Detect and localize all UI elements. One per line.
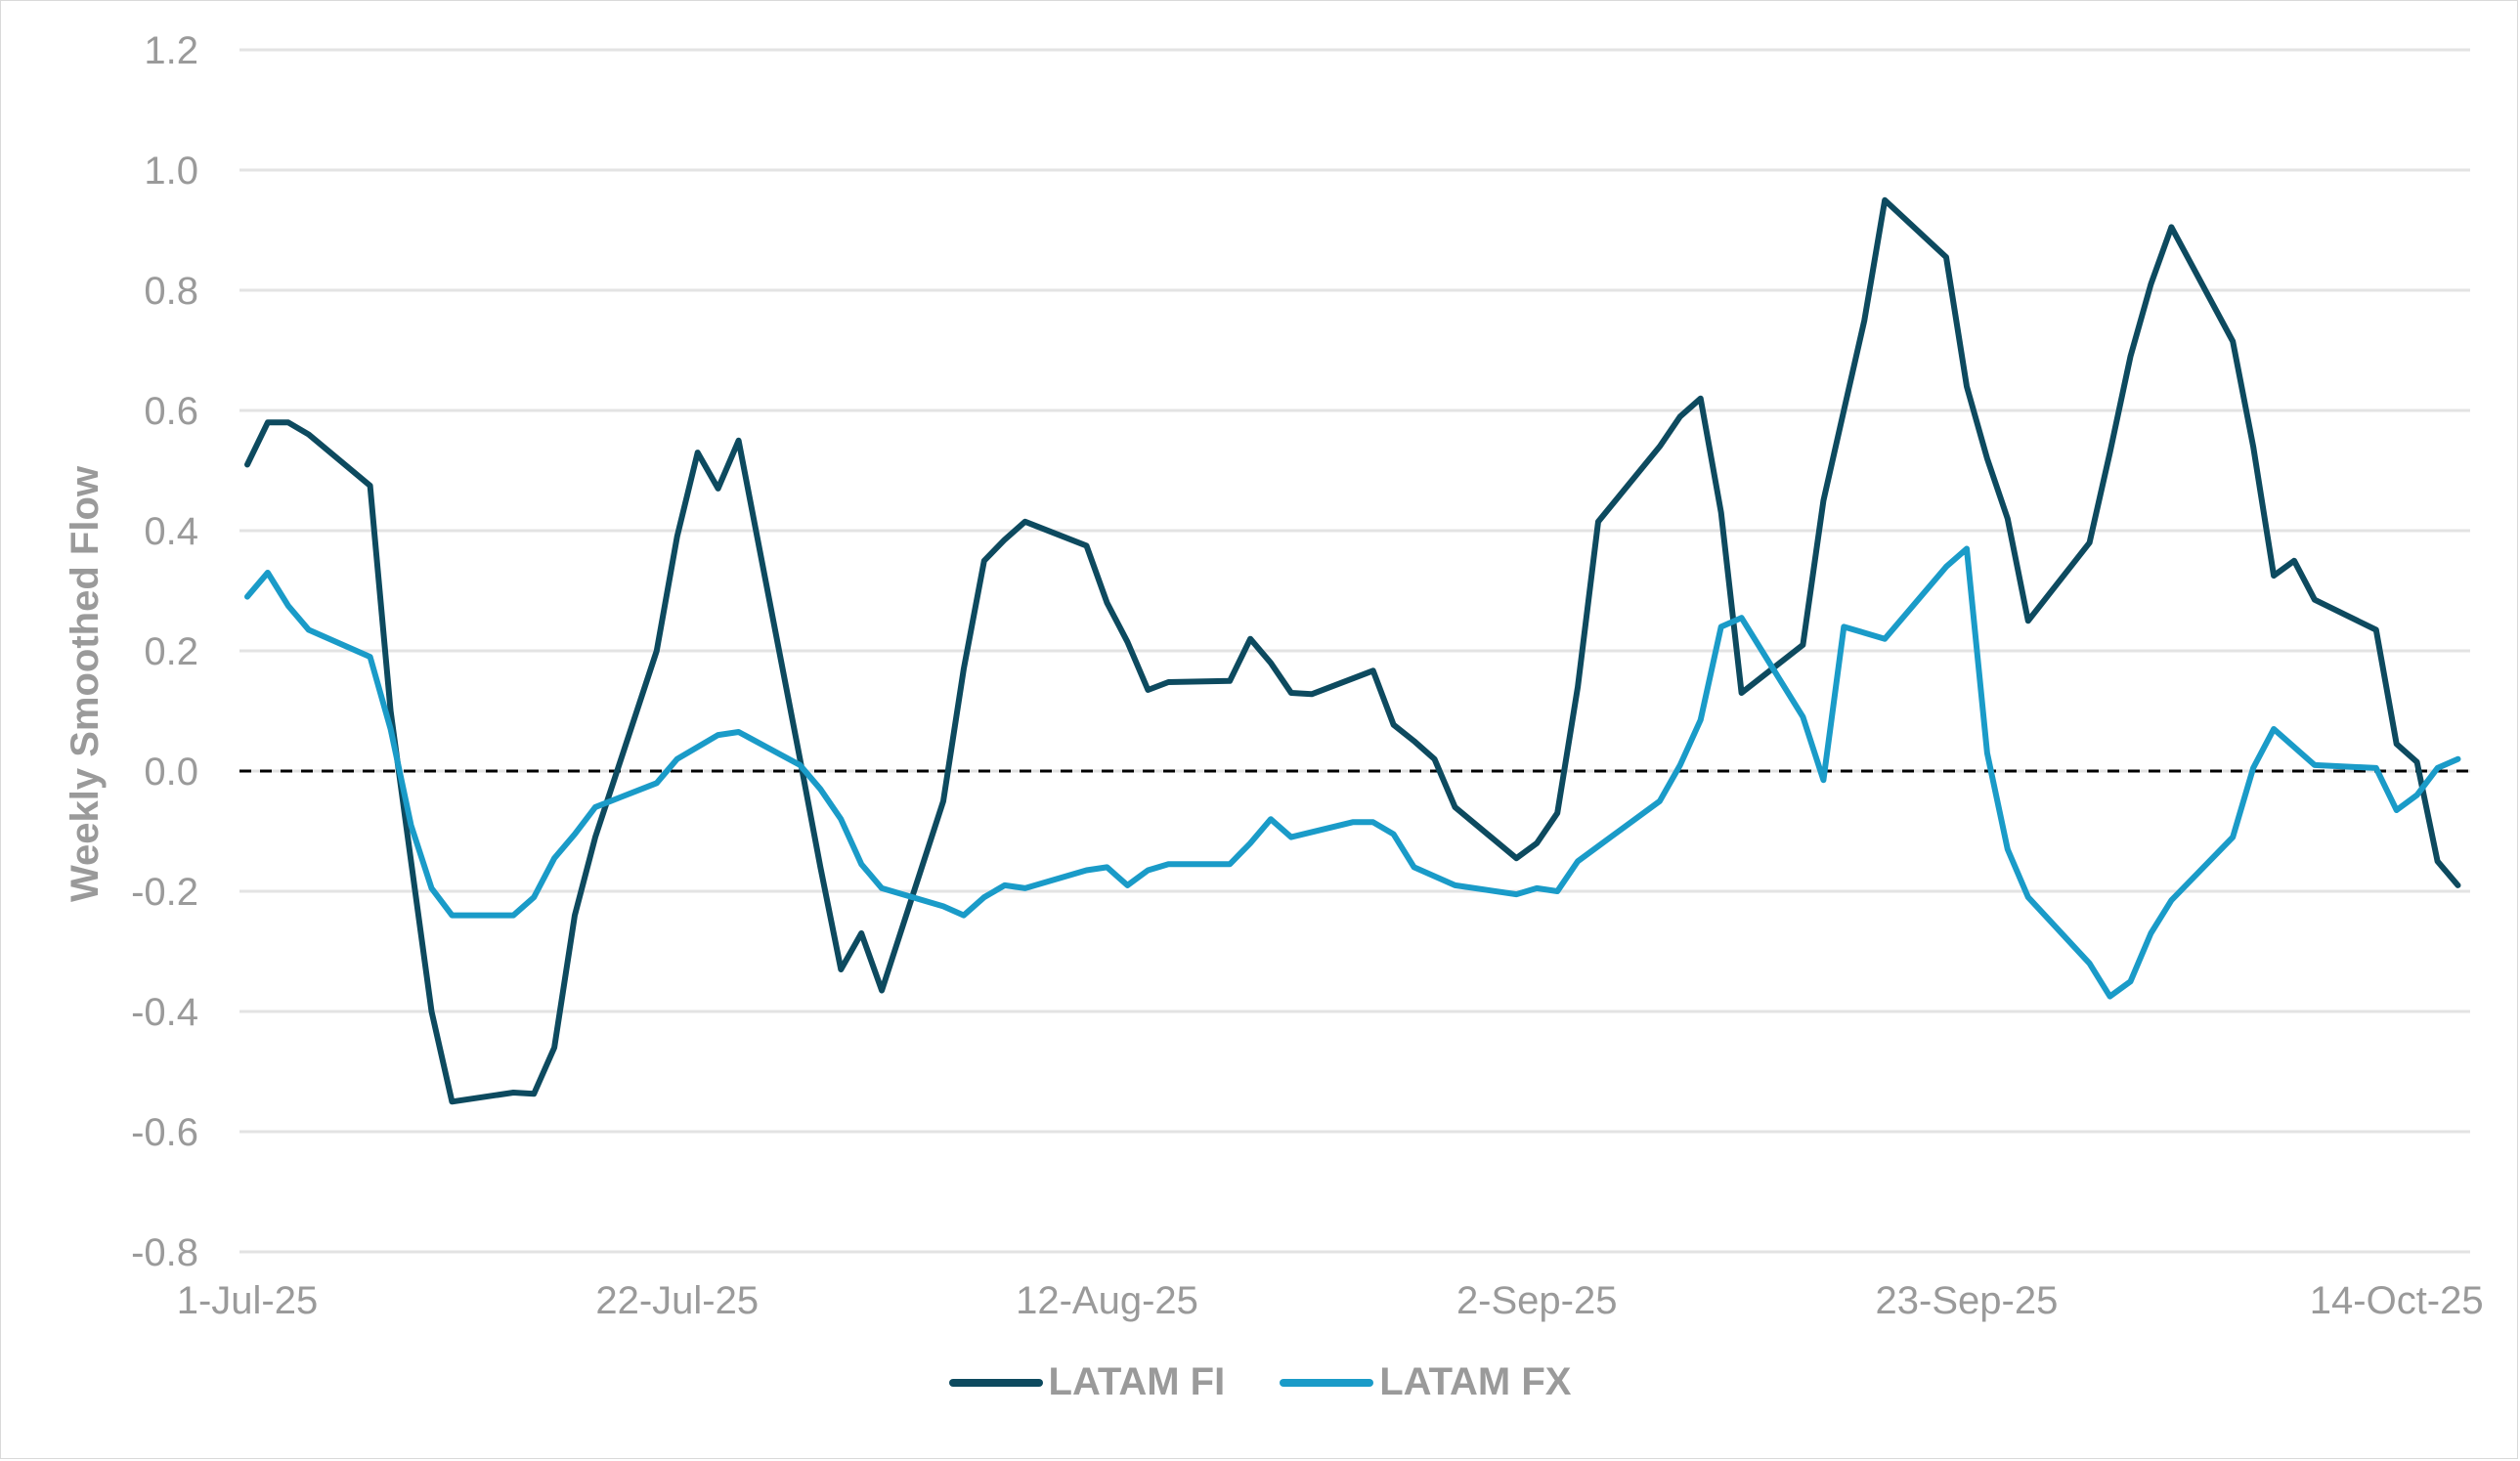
legend-line-swatch-icon: [1280, 1378, 1374, 1387]
x-tick-label: 14-Oct-25: [2310, 1279, 2484, 1322]
x-tick-label: 22-Jul-25: [595, 1279, 759, 1322]
legend-label: LATAM FI: [1048, 1360, 1226, 1403]
y-tick-label: 0.4: [144, 510, 198, 553]
y-axis-title: Weekly Smoothed Flow: [64, 465, 107, 902]
y-tick-label: 1.0: [144, 150, 198, 193]
x-tick-label: 23-Sep-25: [1876, 1279, 2059, 1322]
legend-label: LATAM FX: [1379, 1360, 1572, 1403]
y-tick-label: 0.2: [144, 630, 198, 673]
y-tick-label: 0.0: [144, 751, 198, 794]
legend-line-swatch-icon: [948, 1378, 1043, 1387]
series-line-latam-fx: [244, 545, 2461, 1000]
y-tick-label: -0.6: [131, 1111, 198, 1154]
y-axis-ticks: 1.2 1.0 0.8 0.6 0.4 0.2 0.0 -0.2 -0.4 -0.6 -0.8: [131, 29, 198, 1274]
y-tick-label: 1.2: [144, 29, 198, 72]
series-lines: [244, 196, 2461, 1105]
x-tick-label: 12-Aug-25: [1016, 1279, 1198, 1322]
legend-item-latam-fi[interactable]: LATAM FI: [948, 1360, 1226, 1404]
legend: LATAM FI LATAM FX: [0, 1360, 2520, 1404]
x-tick-label: 2-Sep-25: [1456, 1279, 1618, 1322]
y-tick-label: 0.8: [144, 270, 198, 313]
y-tick-label: -0.2: [131, 871, 198, 914]
y-tick-label: 0.6: [144, 390, 198, 433]
line-chart: 1.2 1.0 0.8 0.6 0.4 0.2 0.0 -0.2 -0.4 -0.6 -0.8 1-…: [64, 29, 2484, 1322]
legend-item-latam-fx[interactable]: LATAM FX: [1280, 1360, 1571, 1404]
x-tick-label: 1-Jul-25: [177, 1279, 319, 1322]
x-axis-ticks: 1-Jul-25 22-Jul-25 12-Aug-25 2-Sep-25 23-Sep…: [177, 1279, 2484, 1322]
gridlines: [239, 48, 2470, 1254]
y-tick-label: -0.8: [131, 1231, 198, 1274]
y-tick-label: -0.4: [131, 991, 198, 1034]
series-line-latam-fi: [244, 196, 2461, 1105]
